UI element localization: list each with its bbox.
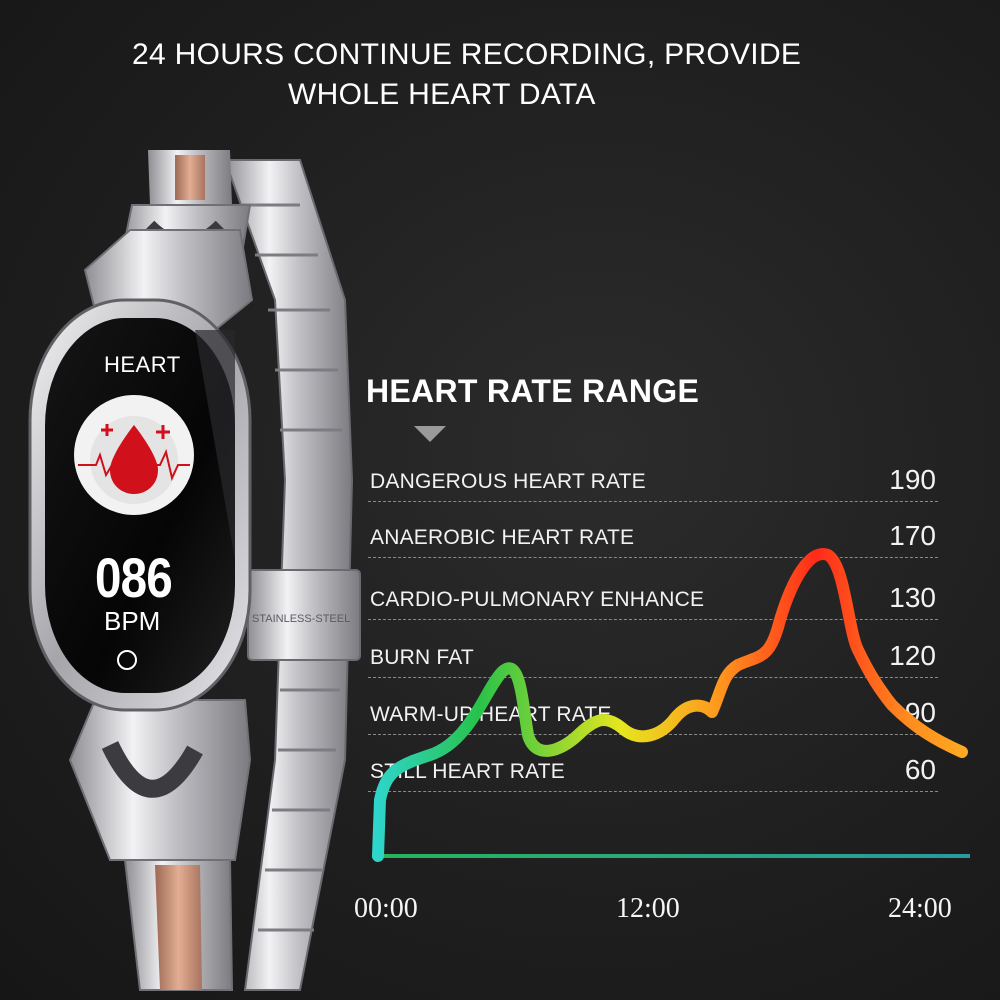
range-row-cardio: CARDIO-PULMONARY ENHANCE 130 — [368, 580, 938, 620]
headline-line-2: WHOLE HEART DATA — [288, 78, 596, 111]
range-row-still: STILL HEART RATE 60 — [368, 752, 938, 792]
range-row-dangerous: DANGEROUS HEART RATE 190 — [368, 462, 938, 502]
heart-rate-line — [372, 548, 968, 862]
range-value: 170 — [889, 520, 936, 551]
range-value: 120 — [889, 640, 936, 671]
bpm-unit: BPM — [104, 606, 161, 636]
heart-blood-drop-icon — [74, 395, 194, 515]
range-divider — [368, 501, 938, 502]
triangle-down-icon — [414, 426, 446, 442]
range-label: BURN FAT — [370, 646, 474, 669]
range-label: CARDIO-PULMONARY ENHANCE — [370, 588, 705, 611]
clasp-engraving: STAINLESS-STEEL — [252, 613, 350, 625]
x-tick-label: 00:00 — [354, 893, 418, 924]
band-bottom — [68, 699, 252, 991]
band-clasp: STAINLESS-STEEL — [247, 569, 361, 661]
range-label: ANAEROBIC HEART RATE — [370, 526, 635, 549]
range-divider — [368, 557, 938, 558]
home-button[interactable] — [117, 650, 137, 670]
range-row-burn-fat: BURN FAT 120 — [368, 638, 938, 678]
range-divider — [368, 619, 938, 620]
x-tick-label: 24:00 — [888, 893, 952, 924]
headline-line-1: 24 HOURS CONTINUE RECORDING, PROVIDE — [132, 38, 802, 71]
range-value: 130 — [889, 582, 936, 613]
range-label: DANGEROUS HEART RATE — [370, 470, 646, 493]
x-tick-label: 12:00 — [616, 893, 680, 924]
range-label: WARM-UP HEART RATE — [370, 703, 612, 726]
range-value: 190 — [889, 464, 936, 495]
range-row-anaerobic: ANAEROBIC HEART RATE 170 — [368, 518, 938, 558]
heart-rate-range-title: HEART RATE RANGE — [366, 373, 700, 409]
screen-title: HEART — [104, 352, 181, 377]
range-value: 60 — [904, 754, 936, 785]
range-divider — [368, 677, 938, 678]
range-divider — [368, 791, 938, 792]
bpm-value: 086 — [95, 546, 173, 609]
range-label: STILL HEART RATE — [370, 760, 565, 783]
